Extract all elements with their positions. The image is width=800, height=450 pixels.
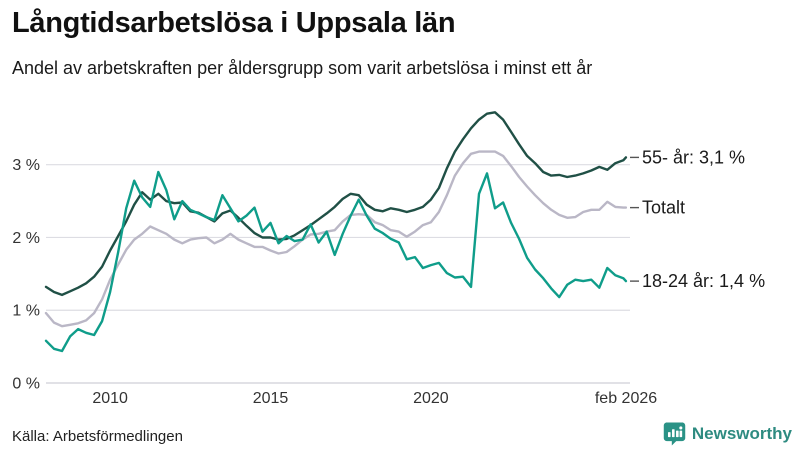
source-note: Källa: Arbetsförmedlingen [12, 428, 183, 445]
x-axis-tick-label: 2020 [413, 390, 449, 407]
chart-subtitle: Andel av arbetskraften per åldersgrupp s… [12, 58, 593, 78]
newsworthy-icon [663, 422, 686, 446]
series-end-label: 18-24 år: 1,4 % [642, 271, 765, 291]
newsworthy-wordmark: Newsworthy [691, 424, 792, 443]
series-end-label: 55- år: 3,1 % [642, 147, 745, 167]
y-axis-tick-label: 1 % [12, 303, 40, 320]
series-end-label: Totalt [642, 198, 685, 218]
series-line-18-24-r [44, 170, 628, 353]
y-axis-tick-label: 2 % [12, 230, 40, 247]
x-axis-tick-label: 2010 [92, 390, 128, 407]
page-title: Långtidsarbetslösa i Uppsala län [12, 7, 456, 39]
x-axis-tick-label: 2015 [253, 390, 289, 407]
series-line-totalt [44, 150, 628, 328]
y-axis-tick-label: 3 % [12, 157, 40, 174]
x-axis-tick-label: feb 2026 [595, 390, 657, 407]
y-axis-tick-label: 0 % [12, 376, 40, 393]
newsworthy-logo[interactable]: Newsworthy [663, 422, 792, 446]
series-line-55-r [44, 111, 628, 297]
